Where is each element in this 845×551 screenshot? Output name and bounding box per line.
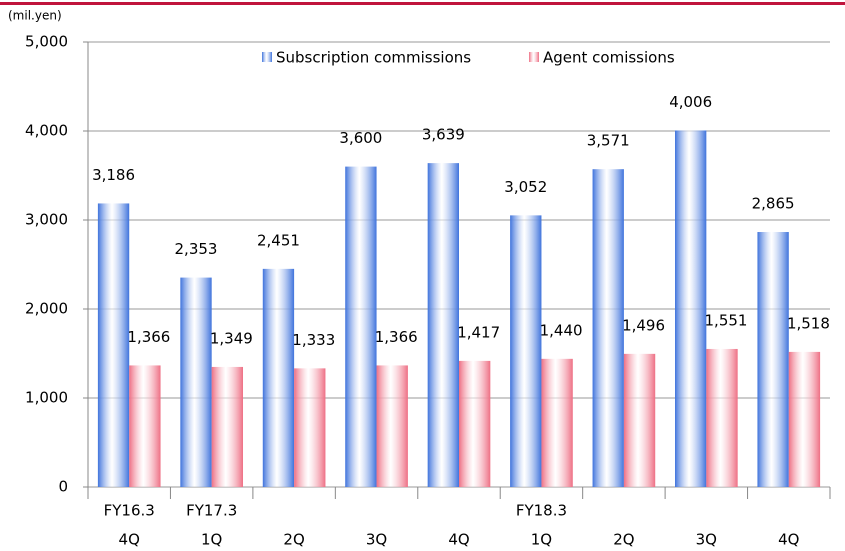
bar — [757, 232, 789, 487]
fiscal-year-label: FY18.3 — [516, 502, 567, 520]
x-tick-label: 4Q — [119, 531, 140, 549]
value-label: 2,451 — [257, 231, 300, 249]
bar — [541, 358, 573, 487]
value-label: 1,349 — [210, 329, 253, 347]
y-tick-label: 3,000 — [25, 211, 68, 229]
bar — [262, 268, 295, 487]
bar — [376, 365, 408, 487]
value-label: 3,639 — [422, 126, 465, 144]
y-tick-label: 4,000 — [25, 122, 68, 140]
value-label: 1,366 — [127, 328, 170, 346]
x-tick-label: 1Q — [201, 531, 222, 549]
bar — [129, 365, 161, 487]
bar — [706, 348, 738, 487]
bar — [345, 166, 377, 487]
legend-swatch — [529, 52, 539, 62]
x-tick-label: 3Q — [366, 531, 387, 549]
bar — [788, 351, 821, 487]
value-label: 1,333 — [292, 331, 335, 349]
bar — [459, 360, 491, 487]
value-label: 3,186 — [92, 166, 135, 184]
unit-label: (mil.yen) — [8, 9, 62, 23]
bar — [180, 277, 212, 487]
value-label: 1,417 — [457, 323, 500, 341]
value-label: 2,353 — [175, 240, 218, 258]
value-label: 1,551 — [705, 311, 748, 329]
fiscal-year-label: FY16.3 — [104, 502, 155, 520]
x-tick-label: 1Q — [531, 531, 552, 549]
bar — [294, 368, 326, 487]
x-tick-label: 3Q — [696, 531, 717, 549]
value-label: 1,518 — [787, 314, 830, 332]
top-rule — [0, 2, 845, 5]
y-tick-label: 0 — [58, 478, 68, 496]
bar — [592, 169, 624, 487]
y-tick-label: 2,000 — [25, 300, 68, 318]
bar — [427, 163, 459, 487]
bar — [97, 203, 130, 488]
bar — [675, 130, 707, 487]
bar — [623, 353, 656, 487]
value-label: 1,440 — [540, 321, 583, 339]
value-label: 3,052 — [504, 178, 547, 196]
value-label: 1,366 — [375, 328, 418, 346]
fiscal-year-label: FY17.3 — [186, 502, 237, 520]
x-tick-label: 4Q — [448, 531, 469, 549]
value-label: 3,571 — [587, 132, 630, 150]
legend-swatch — [262, 52, 272, 62]
bar — [211, 366, 243, 487]
x-tick-label: 2Q — [283, 531, 304, 549]
value-label: 2,865 — [752, 195, 795, 213]
value-label: 3,600 — [339, 129, 382, 147]
bar — [510, 215, 542, 487]
x-tick-label: 4Q — [778, 531, 799, 549]
value-label: 4,006 — [669, 93, 712, 111]
legend-label: Agent comissions — [543, 49, 675, 67]
y-tick-label: 5,000 — [25, 33, 68, 51]
legend-label: Subscription commissions — [276, 49, 471, 67]
y-tick-label: 1,000 — [25, 389, 68, 407]
x-tick-label: 2Q — [613, 531, 634, 549]
value-label: 1,496 — [622, 316, 665, 334]
